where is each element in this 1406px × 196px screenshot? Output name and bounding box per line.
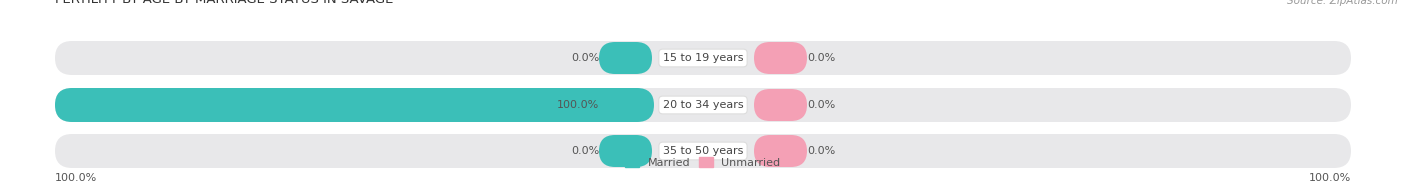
Text: 0.0%: 0.0% <box>807 53 835 63</box>
Text: 35 to 50 years: 35 to 50 years <box>662 146 744 156</box>
FancyBboxPatch shape <box>754 42 807 74</box>
FancyBboxPatch shape <box>599 135 652 167</box>
Text: 15 to 19 years: 15 to 19 years <box>662 53 744 63</box>
FancyBboxPatch shape <box>754 89 807 121</box>
Legend: Married, Unmarried: Married, Unmarried <box>621 153 785 172</box>
FancyBboxPatch shape <box>55 88 1351 122</box>
Text: Source: ZipAtlas.com: Source: ZipAtlas.com <box>1288 0 1398 6</box>
FancyBboxPatch shape <box>55 88 654 122</box>
Text: 100.0%: 100.0% <box>1309 173 1351 183</box>
Text: 100.0%: 100.0% <box>55 173 97 183</box>
Text: 0.0%: 0.0% <box>571 146 599 156</box>
Text: 100.0%: 100.0% <box>557 100 599 110</box>
Text: 20 to 34 years: 20 to 34 years <box>662 100 744 110</box>
FancyBboxPatch shape <box>754 135 807 167</box>
FancyBboxPatch shape <box>55 41 1351 75</box>
Text: 0.0%: 0.0% <box>807 100 835 110</box>
FancyBboxPatch shape <box>599 42 652 74</box>
Text: 0.0%: 0.0% <box>571 53 599 63</box>
Text: FERTILITY BY AGE BY MARRIAGE STATUS IN SAVAGE: FERTILITY BY AGE BY MARRIAGE STATUS IN S… <box>55 0 394 6</box>
FancyBboxPatch shape <box>55 134 1351 168</box>
Text: 0.0%: 0.0% <box>807 146 835 156</box>
